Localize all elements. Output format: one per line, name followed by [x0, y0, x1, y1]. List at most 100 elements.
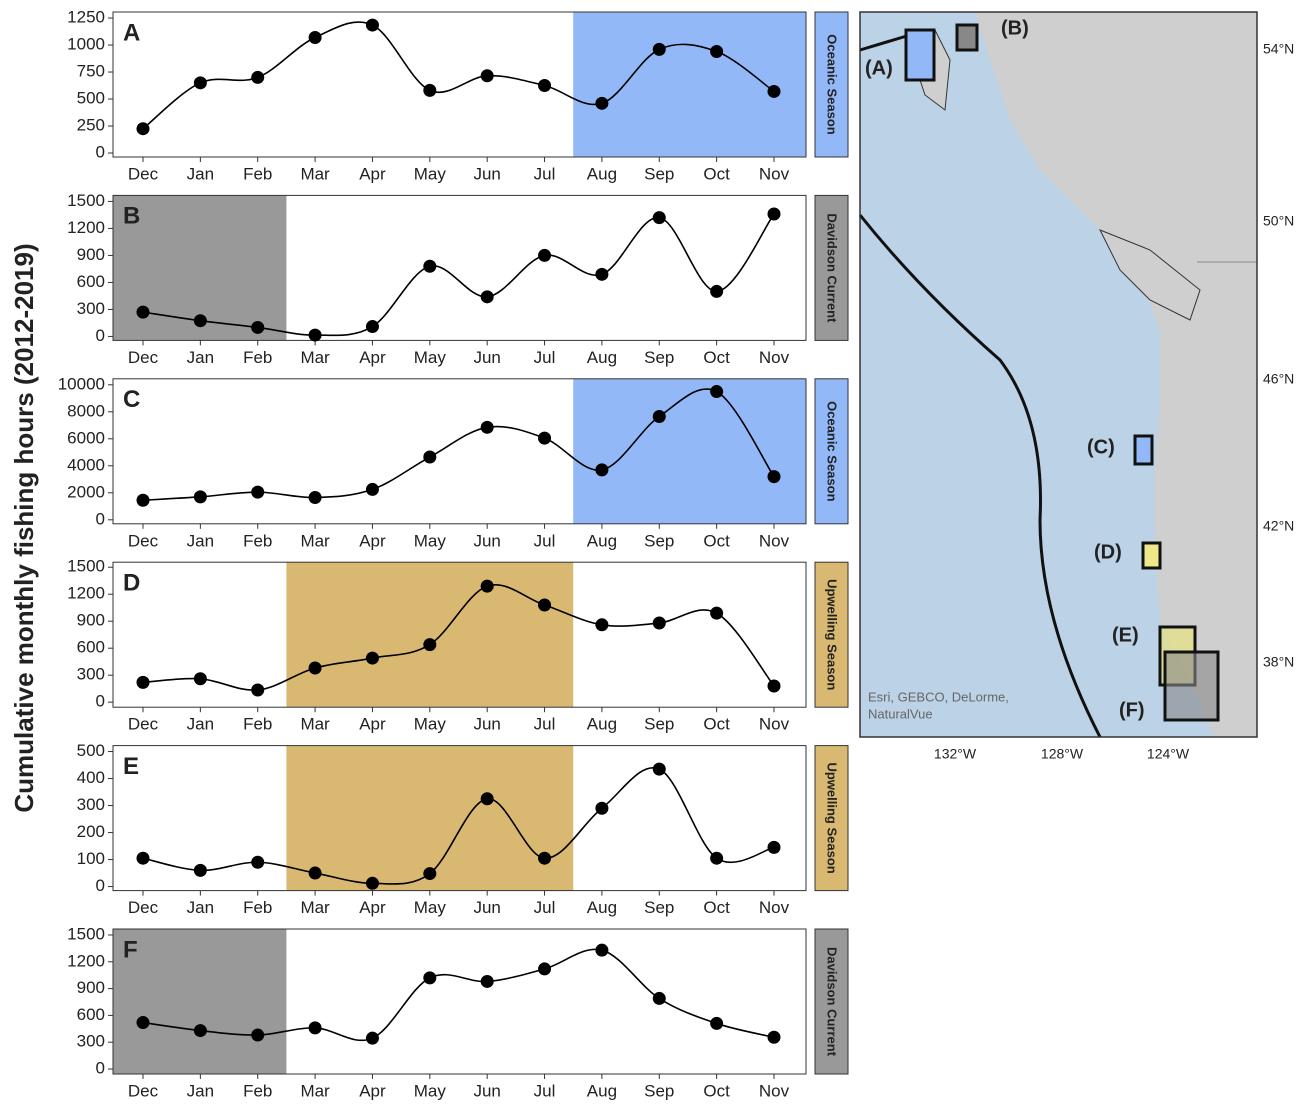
x-tick-label: Aug [587, 1081, 617, 1100]
data-point [538, 599, 551, 612]
data-point [366, 877, 379, 890]
map-box [906, 30, 934, 80]
y-tick-label: 1200 [67, 951, 105, 970]
strip-label: Upwelling Season [825, 762, 840, 873]
data-point [251, 71, 264, 84]
y-tick-label: 500 [77, 741, 105, 760]
season-shade [573, 379, 806, 524]
x-tick-label: Jan [187, 898, 214, 917]
data-point [309, 329, 322, 342]
map-box-label: (A) [865, 57, 893, 79]
data-point [251, 321, 264, 334]
map-credit: Esri, GEBCO, DeLorme, [868, 689, 1009, 704]
y-tick-label: 200 [77, 822, 105, 841]
x-tick-label: Aug [587, 164, 617, 183]
data-point [309, 1021, 322, 1034]
x-tick-label: Jun [473, 531, 500, 550]
data-point [595, 463, 608, 476]
x-tick-label: Feb [243, 898, 272, 917]
x-tick-label: Mar [300, 715, 330, 734]
lat-label: 42°N [1263, 518, 1294, 534]
y-tick-label: 1500 [67, 557, 105, 576]
x-tick-label: Oct [703, 164, 730, 183]
data-point [137, 852, 150, 865]
x-tick-label: May [414, 348, 447, 367]
x-tick-label: Jan [187, 715, 214, 734]
map-box [1135, 436, 1152, 464]
x-tick-label: Mar [300, 164, 330, 183]
x-tick-label: Jan [187, 348, 214, 367]
y-tick-label: 2000 [67, 482, 105, 501]
y-tick-label: 1250 [67, 8, 105, 27]
y-tick-label: 600 [77, 1005, 105, 1024]
data-point [481, 792, 494, 805]
map-box-label: (F) [1119, 699, 1145, 721]
data-point [768, 85, 781, 98]
data-point [423, 867, 436, 880]
data-point [538, 962, 551, 975]
data-point [309, 867, 322, 880]
y-tick-label: 750 [77, 62, 105, 81]
data-point [710, 385, 723, 398]
y-tick-label: 0 [96, 142, 105, 161]
map-box [1165, 652, 1218, 720]
panel-label: B [123, 203, 140, 230]
x-tick-label: Dec [128, 164, 159, 183]
data-point [538, 79, 551, 92]
data-point [251, 856, 264, 869]
x-tick-label: Oct [703, 715, 730, 734]
x-tick-label: Jun [473, 898, 500, 917]
x-tick-label: Dec [128, 531, 159, 550]
data-point [538, 249, 551, 262]
y-tick-label: 4000 [67, 455, 105, 474]
strip-label: Oceanic Season [825, 34, 840, 134]
data-point [251, 684, 264, 697]
x-tick-label: May [414, 898, 447, 917]
data-point [251, 1029, 264, 1042]
x-tick-label: Feb [243, 348, 272, 367]
x-tick-label: Aug [587, 348, 617, 367]
x-tick-label: Sep [644, 898, 674, 917]
y-tick-label: 900 [77, 611, 105, 630]
x-tick-label: Nov [759, 715, 790, 734]
x-tick-label: Sep [644, 715, 674, 734]
data-point [137, 676, 150, 689]
data-point [366, 652, 379, 665]
x-tick-label: Jun [473, 715, 500, 734]
data-point [710, 45, 723, 58]
data-point [710, 852, 723, 865]
x-tick-label: Dec [128, 348, 159, 367]
data-point [309, 661, 322, 674]
x-tick-label: Jan [187, 164, 214, 183]
data-point [768, 679, 781, 692]
strip-label: Upwelling Season [825, 579, 840, 690]
data-point [194, 314, 207, 327]
panel-label: E [123, 753, 139, 780]
data-point [366, 19, 379, 32]
x-tick-label: Dec [128, 715, 159, 734]
x-tick-label: Mar [300, 348, 330, 367]
map-box-label: (D) [1094, 541, 1122, 563]
x-tick-label: Nov [759, 531, 790, 550]
data-point [309, 491, 322, 504]
season-shade [286, 562, 573, 707]
data-point [768, 208, 781, 221]
data-point [309, 31, 322, 44]
y-tick-label: 300 [77, 795, 105, 814]
data-point [710, 607, 723, 620]
x-tick-label: Apr [359, 715, 386, 734]
data-point [366, 1032, 379, 1045]
map-box-label: (B) [1001, 17, 1029, 39]
x-tick-label: Jul [534, 1081, 556, 1100]
x-tick-label: May [414, 715, 447, 734]
data-point [366, 483, 379, 496]
data-point [194, 490, 207, 503]
x-tick-label: Sep [644, 1081, 674, 1100]
y-tick-label: 100 [77, 849, 105, 868]
x-tick-label: Dec [128, 898, 159, 917]
x-tick-label: Sep [644, 348, 674, 367]
y-tick-label: 6000 [67, 428, 105, 447]
x-tick-label: May [414, 1081, 447, 1100]
data-point [194, 864, 207, 877]
y-tick-label: 400 [77, 768, 105, 787]
